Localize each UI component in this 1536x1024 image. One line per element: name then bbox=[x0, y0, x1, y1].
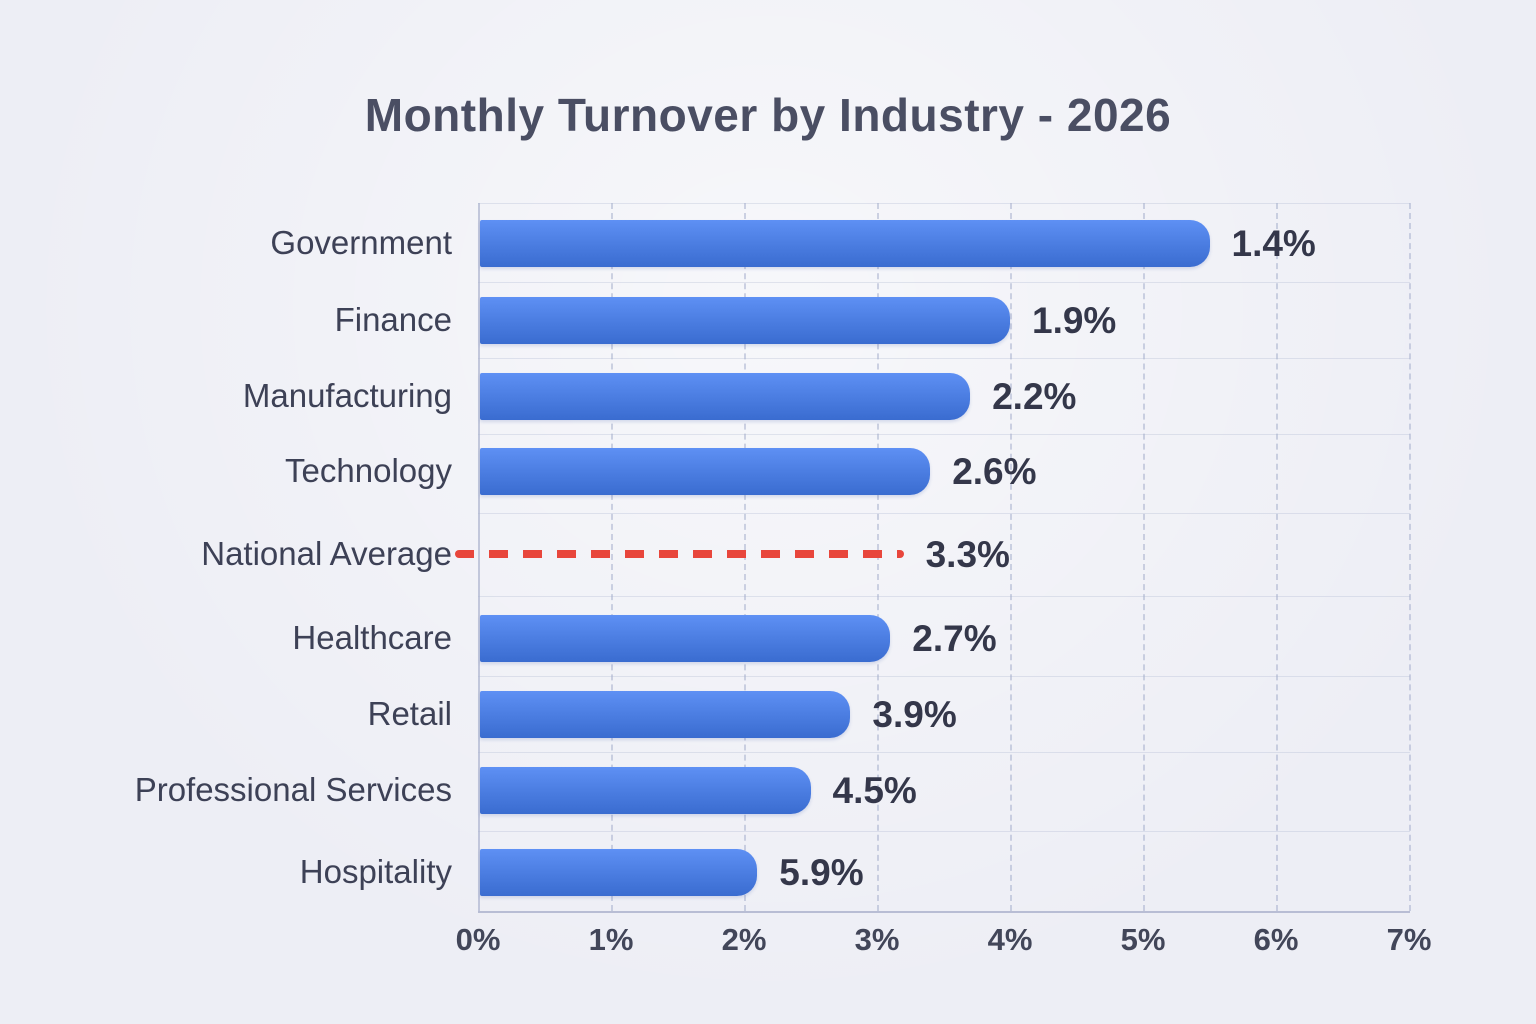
category-label: Manufacturing bbox=[242, 377, 452, 414]
category-label: Retail bbox=[367, 695, 452, 732]
category-label: Finance bbox=[334, 301, 452, 338]
bar-manufacturing bbox=[480, 372, 971, 420]
row-gridline bbox=[478, 434, 1410, 435]
row-gridline bbox=[478, 358, 1410, 359]
x-axis-tick-label: 5% bbox=[1120, 922, 1166, 957]
value-label: 1.4% bbox=[1231, 223, 1316, 264]
row-gridline bbox=[478, 596, 1410, 597]
bar-finance bbox=[480, 296, 1010, 344]
x-axis-tick-label: 0% bbox=[455, 922, 501, 957]
bar-retail bbox=[480, 690, 851, 738]
row-gridline bbox=[478, 831, 1410, 832]
row-gridline bbox=[478, 513, 1410, 514]
x-axis-tick-label: 2% bbox=[721, 922, 767, 957]
value-label: 4.5% bbox=[832, 770, 917, 811]
value-label: 2.6% bbox=[952, 451, 1037, 492]
value-label: 2.7% bbox=[912, 618, 997, 659]
gridline bbox=[1409, 203, 1411, 911]
bar-government bbox=[480, 219, 1210, 267]
bar-professional-services bbox=[480, 766, 811, 814]
value-label: 2.2% bbox=[992, 376, 1077, 417]
row-gridline bbox=[478, 752, 1410, 753]
row-gridline bbox=[478, 676, 1410, 677]
bar-healthcare bbox=[480, 614, 891, 662]
x-axis-tick-label: 7% bbox=[1386, 922, 1432, 957]
bar-technology bbox=[480, 447, 931, 495]
row-gridline bbox=[478, 203, 1410, 204]
category-label: Technology bbox=[285, 452, 452, 489]
chart-title: Monthly Turnover by Industry - 2026 bbox=[364, 89, 1172, 141]
gridline bbox=[1276, 203, 1278, 911]
x-axis-tick-label: 1% bbox=[588, 922, 634, 957]
value-label: 3.9% bbox=[872, 694, 957, 735]
x-axis-tick-label: 3% bbox=[854, 922, 900, 957]
gridline bbox=[1010, 203, 1012, 911]
x-axis-tick-label: 4% bbox=[987, 922, 1033, 957]
category-label: Hospitality bbox=[299, 853, 452, 890]
category-label: Healthcare bbox=[292, 619, 452, 656]
x-axis-line bbox=[478, 911, 1410, 913]
x-axis-tick-label: 6% bbox=[1253, 922, 1299, 957]
national-average-line bbox=[455, 550, 904, 558]
row-gridline bbox=[478, 282, 1410, 283]
gridline bbox=[1143, 203, 1145, 911]
category-label: Professional Services bbox=[134, 771, 452, 808]
category-label: Government bbox=[270, 224, 452, 261]
value-label: 3.3% bbox=[925, 534, 1010, 575]
category-label: National Average bbox=[201, 535, 452, 572]
value-label: 1.9% bbox=[1032, 300, 1117, 341]
bar-hospitality bbox=[480, 848, 758, 896]
value-label: 5.9% bbox=[779, 852, 864, 893]
